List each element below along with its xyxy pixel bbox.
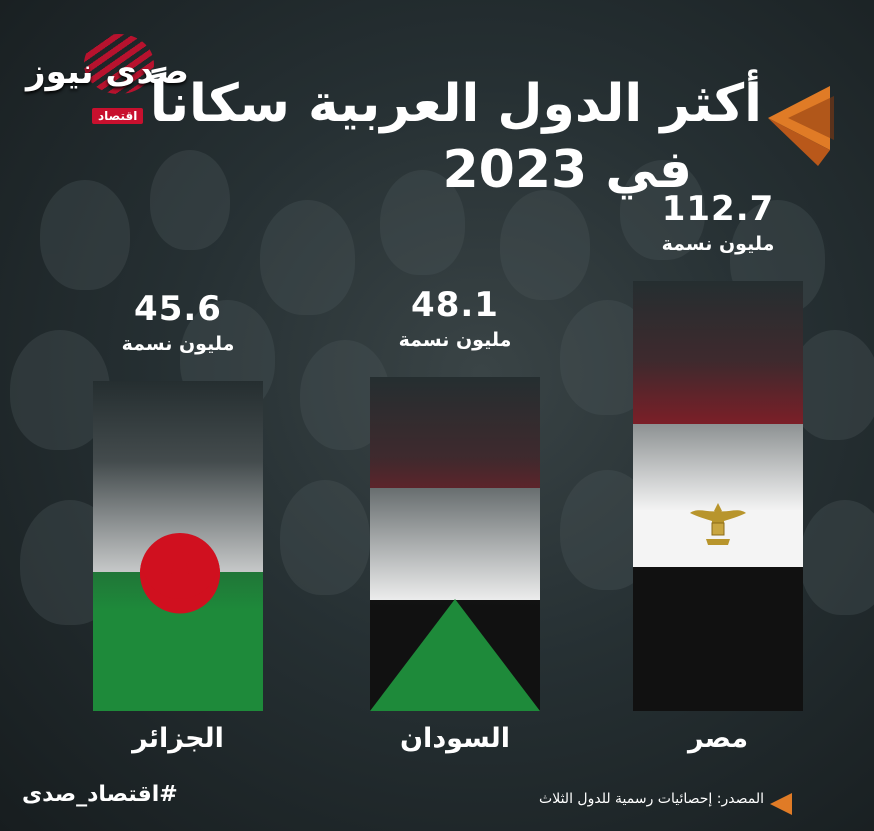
bar-egypt xyxy=(633,281,803,711)
data-label-value: 48.1 xyxy=(411,285,499,326)
bar-sudan xyxy=(370,377,540,711)
logo-sub: اقتصاد xyxy=(92,108,144,124)
logo: صدى نيوز اقتصاد xyxy=(22,32,189,127)
category-label: مصر xyxy=(687,723,749,754)
category-label: السودان xyxy=(400,723,510,754)
flag-stripe-black xyxy=(633,567,803,711)
data-label-value: 45.6 xyxy=(134,289,222,329)
title-arrow-icon xyxy=(768,86,834,166)
logo-brand: صدى نيوز xyxy=(26,52,190,92)
category-label: الجزائر xyxy=(132,723,224,754)
title-line-1: أكثر الدول العربية سكاناً xyxy=(149,74,762,134)
data-label-value: 112.7 xyxy=(661,189,775,229)
crescent-star-icon xyxy=(140,533,220,614)
data-label-unit: مليون نسمة xyxy=(661,233,775,255)
eagle-icon xyxy=(690,503,746,545)
source-note: المصدر: إحصائيات رسمية للدول الثلاث xyxy=(539,791,764,807)
page-title: أكثر الدول العربية سكاناً في 2023 xyxy=(150,78,762,196)
bar-algeria xyxy=(93,381,263,711)
bar-fade xyxy=(370,377,540,608)
title-line-2: في 2023 xyxy=(442,140,693,200)
data-label-unit: مليون نسمة xyxy=(398,329,512,352)
logo-stripes xyxy=(84,34,154,94)
source-arrow-icon xyxy=(770,793,792,815)
hashtag: #اقتصاد_صدى xyxy=(22,782,178,807)
bar-fade xyxy=(633,281,803,511)
triangle-icon xyxy=(370,598,540,711)
data-label-unit: مليون نسمة xyxy=(121,333,235,355)
